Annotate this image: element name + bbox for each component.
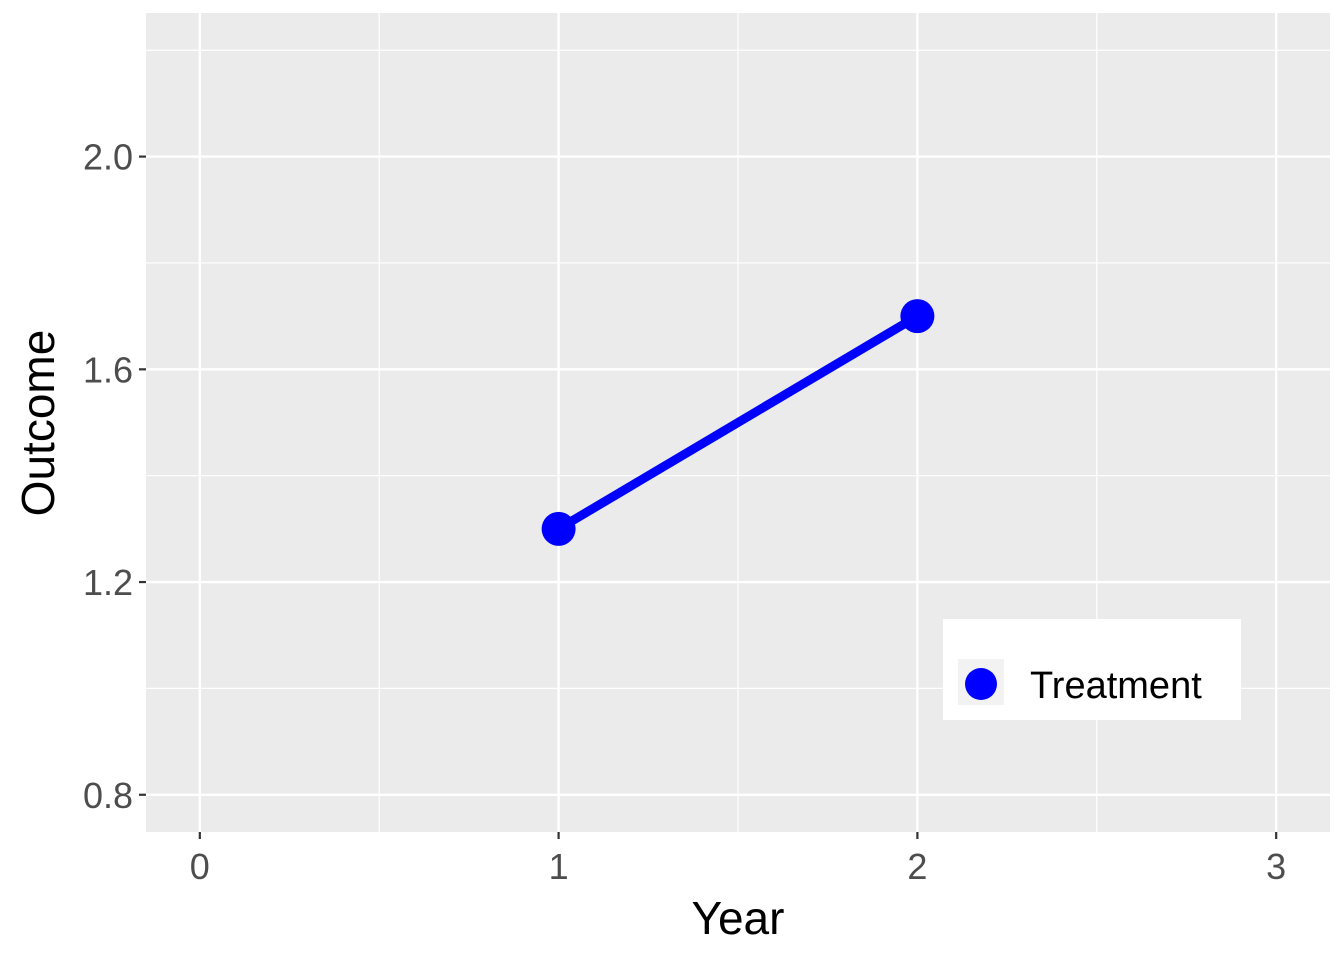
x-axis-title: Year [692, 892, 785, 944]
series-line-treatment [556, 312, 920, 533]
x-tick-label: 1 [549, 846, 569, 887]
data-point-treatment [900, 299, 935, 334]
x-tick-label: 3 [1266, 846, 1286, 887]
y-tick-label: 0.8 [83, 775, 133, 816]
axis-ticks [139, 155, 1278, 839]
series-layer [541, 299, 935, 546]
y-axis-title: Outcome [12, 330, 64, 517]
y-tick-label: 2.0 [83, 137, 133, 178]
x-tick-label: 0 [190, 846, 210, 887]
major-gridlines [146, 13, 1330, 832]
legend: Treatment [943, 619, 1241, 720]
tick-labels: 0 1 2 3 0.8 1.2 1.6 2.0 [83, 137, 1286, 887]
legend-label-treatment: Treatment [1030, 665, 1202, 707]
y-tick-label: 1.6 [83, 349, 133, 390]
legend-key-treatment [965, 668, 997, 700]
y-tick-label: 1.2 [83, 562, 133, 603]
x-tick-label: 2 [907, 846, 927, 887]
data-point-treatment [541, 511, 576, 546]
